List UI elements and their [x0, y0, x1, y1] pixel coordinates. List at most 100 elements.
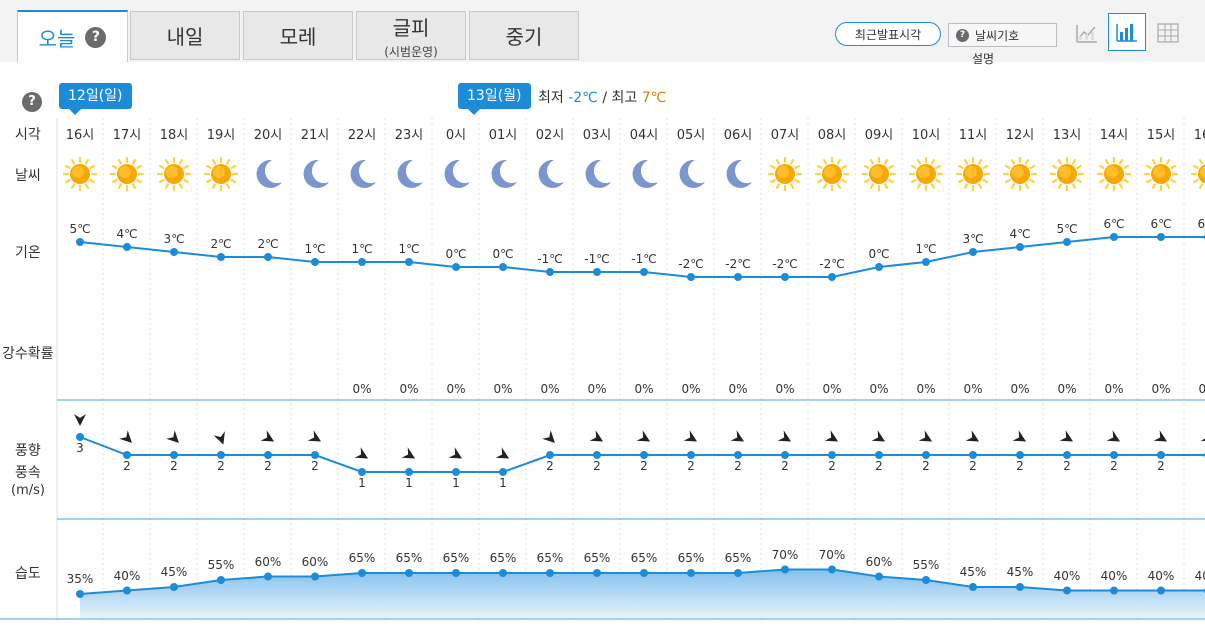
sun-icon	[767, 156, 803, 192]
humidity-point	[499, 569, 507, 577]
humidity-value: 60%	[254, 554, 282, 569]
wind-point	[593, 451, 601, 459]
wind-point	[1157, 451, 1165, 459]
wind-arrow-icon	[260, 430, 276, 446]
humidity-value: 65%	[583, 551, 611, 565]
humidity-value: 65%	[348, 551, 376, 565]
sun-icon	[62, 156, 98, 192]
temp-value: 4℃	[116, 227, 138, 241]
temp-value: 5℃	[1056, 222, 1078, 236]
temp-value: -1℃	[537, 252, 563, 266]
wind-arrow-icon	[542, 430, 558, 446]
precip-value: 0%	[681, 382, 701, 396]
humidity-value: 60%	[865, 554, 893, 569]
moon-icon	[439, 157, 473, 191]
wind-point	[452, 468, 460, 476]
humidity-value: 65%	[677, 551, 705, 565]
wind-point	[922, 451, 930, 459]
precip-value: 0%	[493, 382, 513, 396]
moon-icon	[298, 157, 332, 191]
moon-icon	[486, 157, 520, 191]
humidity-point	[969, 583, 977, 591]
wind-arrow-icon	[683, 430, 699, 446]
hour-label: 08시	[817, 128, 847, 143]
temp-point	[875, 263, 883, 271]
moon-icon	[721, 157, 755, 191]
humidity-value: 40%	[1053, 568, 1081, 583]
tab-glpi[interactable]: 글피 (시범운영)	[356, 11, 466, 60]
precip-value: 0%	[1151, 382, 1171, 396]
wind-speed-value: 2	[311, 459, 319, 473]
wind-arrow-icon	[1200, 430, 1205, 446]
temp-value: 1℃	[304, 242, 326, 256]
temp-value: 0℃	[492, 247, 514, 261]
temp-point	[687, 273, 695, 281]
humidity-point	[311, 572, 319, 581]
wind-point	[781, 451, 789, 459]
time-row-label: 시각	[15, 127, 41, 143]
wind-point	[170, 451, 178, 459]
temp-point	[922, 258, 930, 266]
wind-speed-value: 1	[405, 476, 413, 490]
temp-value: -2℃	[725, 257, 751, 271]
precip-value: 0%	[1104, 382, 1124, 396]
min-temp: -2℃	[568, 90, 598, 106]
wind-point	[123, 451, 131, 459]
temp-point	[593, 268, 601, 276]
wind-unit-label: (m/s)	[11, 483, 45, 498]
wind-arrow-icon	[965, 430, 981, 446]
hour-label: 04시	[629, 128, 659, 143]
tab-day-after[interactable]: 모레	[243, 11, 353, 60]
temp-value: 1℃	[351, 242, 373, 256]
temp-point	[734, 273, 742, 281]
wind-point	[734, 451, 742, 459]
wind-point	[1110, 451, 1118, 459]
hour-label: 12시	[1005, 128, 1035, 143]
humidity-point	[123, 586, 131, 595]
sun-icon	[156, 156, 192, 192]
tab-tomorrow-label: 내일	[166, 25, 204, 49]
weather-symbol-button[interactable]: ? 날씨기호	[948, 23, 1057, 47]
tab-midterm[interactable]: 중기	[469, 11, 579, 60]
humidity-value: 45%	[959, 565, 987, 579]
bar-chart-view-icon[interactable]	[1108, 13, 1146, 51]
sun-icon	[1143, 156, 1179, 192]
tab-today[interactable]: 오늘 ?	[17, 10, 128, 62]
precip-row-label: 강수확률	[2, 346, 54, 362]
hour-label: 07시	[770, 128, 800, 143]
tab-tomorrow[interactable]: 내일	[130, 11, 240, 60]
humidity-value: 65%	[395, 551, 423, 565]
wind-point	[687, 451, 695, 459]
wind-point	[828, 451, 836, 459]
temp-point	[969, 248, 977, 256]
wind-speed-value: 3	[76, 441, 84, 455]
help-icon[interactable]: ?	[22, 90, 42, 112]
wind-arrow-icon	[1059, 430, 1075, 446]
line-chart-view-icon[interactable]	[1069, 15, 1105, 51]
wind-arrow-icon	[824, 430, 840, 446]
sun-icon	[1190, 157, 1205, 191]
help-icon[interactable]: ?	[85, 26, 107, 48]
humidity-value: 70%	[818, 547, 846, 562]
wind-speed-value: 2	[781, 459, 789, 473]
recent-release-button[interactable]: 최근발표시각	[835, 22, 941, 46]
hour-label: 03시	[582, 128, 612, 143]
temp-point	[499, 263, 507, 271]
day-badge: 13일(월)	[458, 83, 531, 115]
table-view-icon[interactable]	[1150, 15, 1186, 51]
humidity-point	[1157, 586, 1165, 595]
humidity-point	[170, 583, 178, 591]
hour-label: 14시	[1099, 128, 1129, 143]
humidity-value: 55%	[207, 558, 235, 572]
sun-icon	[908, 156, 944, 192]
moon-icon	[580, 157, 614, 191]
precip-value: 0%	[1057, 382, 1077, 396]
wind-speed-value: 2	[1063, 459, 1071, 473]
day-badge: 12일(일)	[59, 83, 132, 115]
humidity-point	[1016, 583, 1024, 591]
wind-speed-value: 2	[1016, 459, 1024, 473]
wind-speed-value: 1	[452, 476, 460, 490]
precip-value: 0%	[352, 382, 372, 396]
humidity-point	[922, 576, 930, 584]
